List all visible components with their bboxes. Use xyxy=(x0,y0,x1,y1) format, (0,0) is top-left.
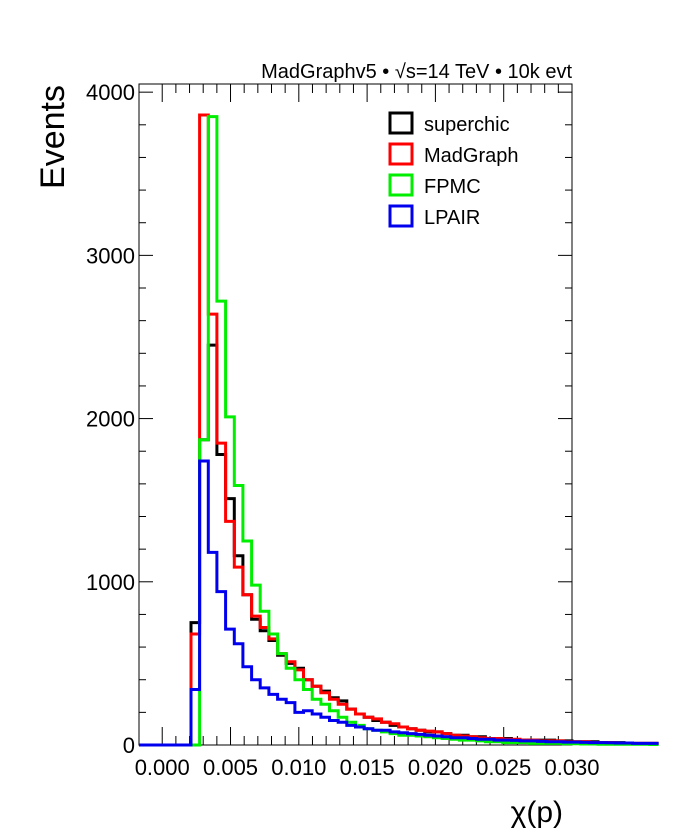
plot-frame xyxy=(138,83,573,746)
y-tick-label: 0 xyxy=(123,733,135,758)
legend-label-lpair: LPAIR xyxy=(424,207,480,229)
y-axis-title: Events xyxy=(34,85,72,189)
series-layer xyxy=(139,113,659,747)
legend-swatch-fpmc xyxy=(388,173,414,197)
y-tick-label: 2000 xyxy=(86,407,135,432)
legend-swatch-superchic xyxy=(388,111,414,135)
legend-label-fpmc: FPMC xyxy=(424,176,481,198)
legend-swatch-madgraph xyxy=(388,142,414,166)
y-tick-label: 3000 xyxy=(86,243,135,268)
x-tick-label: 0.025 xyxy=(476,755,531,780)
x-axis-title: χ(p) xyxy=(511,796,563,829)
x-tick-label: 0.015 xyxy=(340,755,395,780)
x-tick-label: 0.010 xyxy=(271,755,326,780)
x-tick-label: 0.030 xyxy=(544,755,599,780)
legend-label-superchic: superchic xyxy=(424,114,510,136)
x-tick-label: 0.000 xyxy=(135,755,190,780)
legend: superchic MadGraph FPMC LPAIR xyxy=(388,111,519,229)
y-tick-label: 1000 xyxy=(86,570,135,595)
series-lpair-line xyxy=(139,459,659,747)
x-tick-label: 0.020 xyxy=(408,755,463,780)
x-tick-label: 0.005 xyxy=(203,755,258,780)
legend-swatch-lpair xyxy=(388,204,414,228)
y-tick-label: 4000 xyxy=(86,80,135,105)
chart-header: MadGraphv5 • √s=14 TeV • 10k evt xyxy=(261,61,572,83)
axes: 0 1000 2000 3000 4000 0.000 0.005 0.010 0.015 0.0… xyxy=(86,80,599,780)
legend-label-madgraph: MadGraph xyxy=(424,145,519,167)
